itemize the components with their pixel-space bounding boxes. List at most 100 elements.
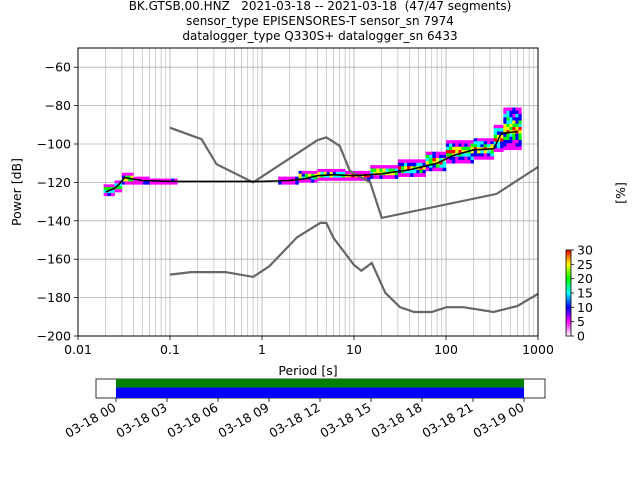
timeline-tick-label: 03-18 09 (215, 400, 271, 441)
density-bin (428, 161, 433, 165)
density-bin (404, 169, 408, 174)
density-bin (467, 140, 471, 144)
density-bin (506, 133, 510, 138)
density-bin (506, 110, 510, 115)
density-bin (103, 187, 108, 191)
density-bin (435, 151, 440, 156)
density-bin (428, 164, 433, 168)
density-bin (425, 161, 430, 165)
density-bin (464, 146, 468, 151)
density-bin (317, 168, 321, 173)
density-bin (404, 166, 408, 171)
y-tick-label: −200 (37, 329, 71, 344)
timeline-tick-label: 03-18 12 (266, 400, 322, 441)
density-bin (509, 110, 513, 115)
density-bin (515, 123, 519, 128)
density-bin (490, 156, 495, 160)
density-bin (345, 170, 349, 175)
density-bin (490, 150, 495, 154)
density-bin (121, 181, 126, 185)
density-bin (428, 154, 433, 159)
density-bin (416, 169, 420, 174)
density-bin (103, 184, 108, 188)
density-bin (500, 138, 504, 142)
density-bin (127, 178, 131, 182)
density-bin (413, 169, 417, 174)
density-bin (464, 140, 468, 144)
density-bin (314, 170, 318, 175)
density-bin (124, 181, 128, 185)
density-bin (452, 143, 456, 148)
density-bin (107, 184, 112, 188)
density-bin (308, 179, 312, 183)
density-bin (388, 168, 393, 173)
density-bin (304, 173, 309, 177)
density-bin (168, 181, 172, 185)
density-bin (515, 133, 519, 138)
density-bin (400, 166, 405, 171)
density-bin (320, 171, 324, 176)
density-bin (506, 107, 510, 112)
density-bin (509, 117, 513, 121)
density-bin (506, 114, 510, 118)
colorbar-tick-label: 30 (577, 243, 593, 258)
density-bin (425, 167, 430, 172)
density-bin (500, 148, 504, 152)
density-bin (373, 175, 377, 179)
density-bin (326, 177, 330, 181)
density-bin (452, 150, 456, 154)
density-bin (391, 171, 396, 176)
density-bin (470, 156, 474, 161)
colorbar-tick-label: 20 (577, 271, 593, 286)
density-bin (121, 178, 126, 182)
density-bin (168, 178, 172, 182)
density-bin (335, 171, 340, 176)
density-bin (483, 153, 488, 157)
density-bin (509, 146, 513, 151)
y-tick-label: −180 (37, 290, 71, 305)
density-bin (130, 172, 134, 176)
density-bin (379, 165, 383, 169)
title-line-3: datalogger_type Q330S+ datalogger_sn 643… (182, 29, 458, 43)
density-bin (512, 114, 516, 118)
density-bin (285, 176, 289, 181)
density-bin (367, 174, 371, 178)
density-bin (477, 153, 481, 157)
colorbar-tick-label: 0 (577, 329, 585, 344)
y-tick-label: −60 (45, 60, 71, 75)
density-bin (311, 176, 315, 180)
density-bin (503, 143, 507, 147)
density-bin (496, 124, 501, 129)
density-bin (419, 162, 423, 167)
density-bin (470, 153, 474, 157)
density-bin (518, 130, 522, 134)
density-bin (467, 146, 471, 151)
density-bin (323, 168, 327, 173)
density-bin (382, 168, 386, 173)
density-bin (496, 131, 501, 136)
density-bin (335, 174, 340, 178)
density-bin (503, 127, 507, 131)
density-bin (503, 120, 507, 125)
density-bin (323, 174, 327, 178)
density-bin (503, 133, 507, 138)
density-bin (376, 168, 380, 173)
density-bin (515, 117, 519, 121)
timeline-tick-label: 03-18 03 (113, 400, 169, 441)
density-bin (452, 159, 456, 164)
density-bin (404, 159, 408, 164)
density-bin (455, 143, 459, 148)
density-bin (506, 120, 510, 125)
density-bin (317, 177, 321, 181)
density-bin (174, 181, 178, 185)
density-bin (422, 162, 426, 167)
density-bin (458, 150, 462, 154)
density-bin (410, 159, 414, 164)
density-bin (342, 177, 346, 181)
density-bin (139, 180, 144, 185)
density-bin (461, 153, 465, 157)
density-bin (110, 190, 115, 194)
density-bin (419, 166, 423, 171)
density-bin (317, 171, 321, 176)
density-bin (382, 165, 386, 169)
